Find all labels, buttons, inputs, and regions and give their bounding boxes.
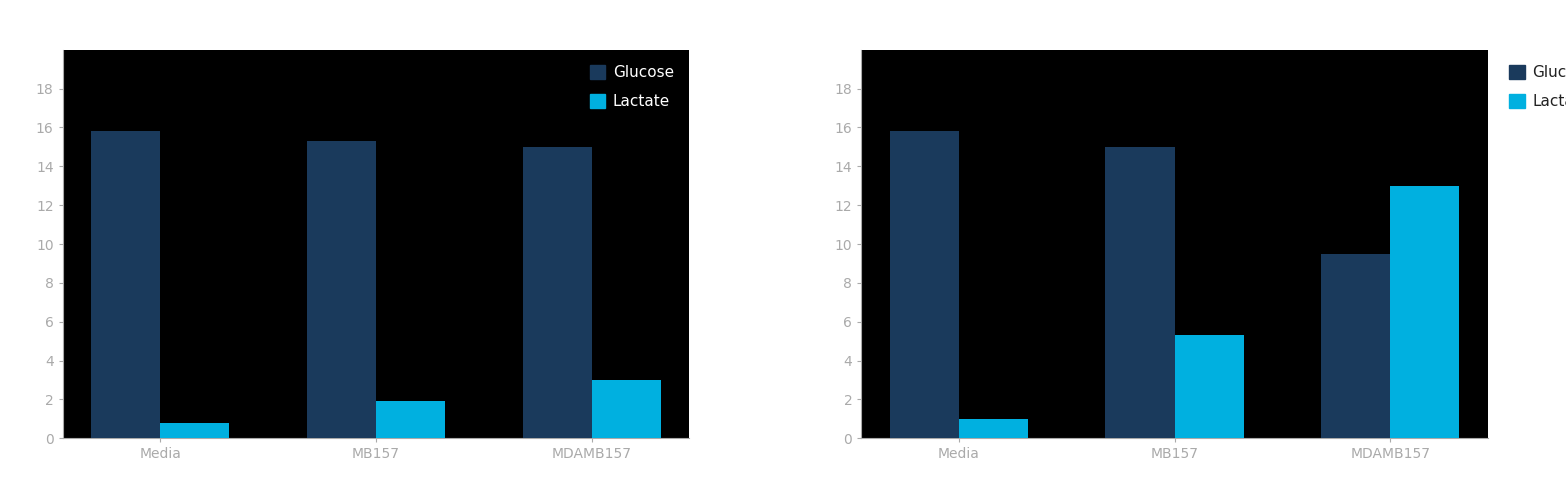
Y-axis label: mmol/L: mmol/L — [16, 216, 30, 272]
Bar — [1174, 335, 1243, 438]
Bar — [1322, 253, 1391, 438]
Bar — [1391, 186, 1460, 438]
Bar — [592, 380, 661, 438]
Bar — [958, 419, 1027, 438]
Legend: Glucose, Lactate: Glucose, Lactate — [1502, 57, 1566, 117]
Text: 18h: 18h — [63, 25, 102, 45]
Bar — [889, 131, 958, 438]
Text: 72h: 72h — [861, 25, 900, 45]
Bar — [307, 141, 376, 438]
Bar — [376, 401, 445, 438]
Legend: Glucose, Lactate: Glucose, Lactate — [583, 57, 681, 117]
Y-axis label: mmol/L: mmol/L — [814, 216, 828, 272]
Bar — [1106, 147, 1174, 438]
Bar — [91, 131, 160, 438]
Bar — [160, 423, 229, 438]
Bar — [523, 147, 592, 438]
